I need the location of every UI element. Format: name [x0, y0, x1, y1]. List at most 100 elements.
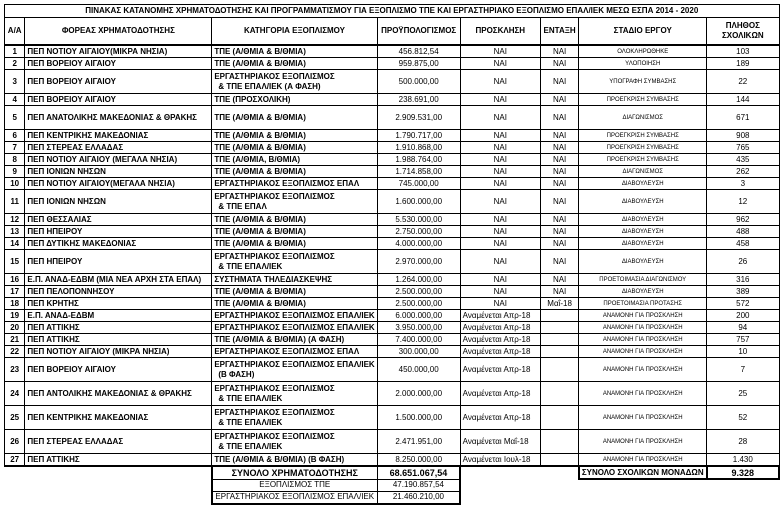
table-row: 12 ΠΕΠ ΘΕΣΣΑΛΙΑΣ ΤΠΕ (Α/ΘΜΙΑ & Β/ΘΜΙΑ) 5.53…	[3, 213, 780, 226]
row-budget: 300.000,00	[376, 345, 461, 358]
table-row: 18 ΠΕΠ ΚΡΗΤΗΣ ΤΠΕ (Α/ΘΜΙΑ & Β/ΘΜΙΑ) 2.500.0…	[3, 297, 780, 310]
row-stage: ΔΙΑΒΟΥΛΕΥΣΗ	[578, 213, 708, 226]
row-proclamation: Αναμένεται Απρ-18	[459, 405, 541, 430]
row-proclamation: ΝΑΙ	[459, 44, 541, 58]
row-schools: 458	[706, 237, 780, 250]
category-line: ΕΡΓΑΣΤΗΡΙΑΚΟΣ ΕΞΟΠΛΙΣΜΟΣ	[214, 383, 335, 393]
row-proclamation: Αναμένεται Απρ-18	[459, 381, 541, 406]
table-row: 9 ΠΕΠ ΙΟΝΙΩΝ ΝΗΣΩΝ ΤΠΕ (Α/ΘΜΙΑ & Β/ΘΜΙΑ) 1.…	[3, 165, 780, 178]
table-row: 4 ΠΕΠ ΒΟΡΕΙΟΥ ΑΙΓΑΙΟΥ ΤΠΕ (ΠΡΟΣΧΟΛΙΚΗ) 238.…	[3, 93, 780, 106]
row-foreas: ΠΕΠ ΒΟΡΕΙΟΥ ΑΙΓΑΙΟΥ	[24, 357, 213, 382]
row-foreas: Ε.Π. ΑΝΑΔ-ΕΔΒΜ (ΜΙΑ ΝΕΑ ΑΡΧΗ ΣΤΑ ΕΠΑΛ)	[24, 273, 213, 286]
table-row: 5 ΠΕΠ ΑΝΑΤΟΛΙΚΗΣ ΜΑΚΕΔΟΝΙΑΣ & ΘΡΑΚΗΣ ΤΠΕ (…	[3, 105, 780, 130]
row-category: ΕΡΓΑΣΤΗΡΙΑΚΟΣ ΕΞΟΠΛΙΣΜΟΣ ΕΠΑΛ	[211, 345, 378, 358]
total-schools-value: 9.328	[705, 465, 780, 480]
total-funding-row: ΣΥΝΟΛΟ ΧΡΗΜΑΤΟΔΟΤΗΣΗΣ 68.651.067,54 ΣΥΝΟ…	[5, 465, 780, 480]
row-entaxi	[539, 357, 580, 382]
row-foreas: ΠΕΠ ΒΟΡΕΙΟΥ ΑΙΓΑΙΟΥ	[24, 69, 213, 94]
row-budget: 2.970.000,00	[376, 249, 461, 274]
row-proclamation: ΝΑΙ	[459, 69, 541, 94]
row-stage: ΥΛΟΠΟΙΗΣΗ	[578, 57, 708, 70]
row-entaxi	[539, 321, 580, 334]
row-budget: 8.250.000,00	[376, 453, 461, 467]
row-proclamation: ΝΑΙ	[459, 93, 541, 106]
category-line: ΤΠΕ (Α/ΘΜΙΑ & Β/ΘΜΙΑ)	[214, 112, 306, 122]
row-proclamation: Αναμένεται Απρ-18	[459, 345, 541, 358]
table-row: 13 ΠΕΠ ΗΠΕΙΡΟΥ ΤΠΕ (Α/ΘΜΙΑ & Β/ΘΜΙΑ) 2.750.…	[3, 225, 780, 238]
row-budget: 4.000.000,00	[376, 237, 461, 250]
row-entaxi: ΝΑΙ	[539, 129, 580, 142]
row-budget: 1.910.868,00	[376, 141, 461, 154]
row-schools: 908	[706, 129, 780, 142]
category-line: ΤΠΕ (ΠΡΟΣΧΟΛΙΚΗ)	[214, 94, 291, 104]
row-stage: ΑΝΑΜΟΝΗ ΓΙΑ ΠΡΟΣΚΛΗΣΗ	[578, 405, 708, 430]
row-proclamation: ΝΑΙ	[459, 225, 541, 238]
table-row: 1 ΠΕΠ ΝΟΤΙΟΥ ΑΙΓΑΙΟΥ(ΜΙΚΡΑ ΝΗΣΙΑ) ΤΠΕ (Α/Θ…	[3, 44, 780, 58]
spacer	[5, 479, 212, 491]
total-tpe-value: 47.190.857,54	[376, 478, 462, 492]
table-row: 24 ΠΕΠ ΑΝΤΟΛΙΚΗΣ ΜΑΚΕΔΟΝΙΑΣ & ΘΡΑΚΗΣ ΕΡΓΑΣ…	[3, 381, 780, 406]
spacer	[460, 491, 779, 504]
header-entaxi: ΕΝΤΑΞΗ	[539, 17, 580, 46]
row-category: ΕΡΓΑΣΤΗΡΙΑΚΟΣ ΕΞΟΠΛΙΣΜΟΣ ΕΠΑΛ/ΙΕΚ	[211, 309, 378, 322]
total-schools-label: ΣΥΝΟΛΟ ΣΧΟΛΙΚΩΝ ΜΟΝΑΔΩΝ	[577, 465, 708, 480]
category-line: ΕΡΓΑΣΤΗΡΙΑΚΟΣ ΕΞΟΠΛΙΣΜΟΣ ΕΠΑΛ	[214, 178, 360, 188]
row-foreas: ΠΕΠ ΑΤΤΙΚΗΣ	[24, 453, 213, 467]
row-foreas: ΠΕΠ ΘΕΣΣΑΛΙΑΣ	[24, 213, 213, 226]
row-budget: 5.530.000,00	[376, 213, 461, 226]
row-category: ΕΡΓΑΣΤΗΡΙΑΚΟΣ ΕΞΟΠΛΙΣΜΟΣ & ΤΠΕ ΕΠΑΛ/ΙΕΚ	[211, 249, 378, 274]
table-row: 6 ΠΕΠ ΚΕΝΤΡΙΚΗΣ ΜΑΚΕΔΟΝΙΑΣ ΤΠΕ (Α/ΘΜΙΑ & Β…	[3, 129, 780, 142]
category-line: ΕΡΓΑΣΤΗΡΙΑΚΟΣ ΕΞΟΠΛΙΣΜΟΣ	[214, 71, 335, 81]
category-line: ΕΡΓΑΣΤΗΡΙΑΚΟΣ ΕΞΟΠΛΙΣΜΟΣ	[214, 251, 335, 261]
category-line: ΤΠΕ (Α/ΘΜΙΑ & Β/ΘΜΙΑ)	[214, 58, 306, 68]
table-row: 15 ΠΕΠ ΗΠΕΙΡΟΥ ΕΡΓΑΣΤΗΡΙΑΚΟΣ ΕΞΟΠΛΙΣΜΟΣ & Τ…	[3, 249, 780, 274]
row-proclamation: Αναμένεται Απρ-18	[459, 321, 541, 334]
table-row: 26 ΠΕΠ ΣΤΕΡΕΑΣ ΕΛΛΑΔΑΣ ΕΡΓΑΣΤΗΡΙΑΚΟΣ ΕΞΟΠΛ…	[3, 429, 780, 454]
row-foreas: ΠΕΠ ΝΟΤΙΟΥ ΑΙΓΑΙΟΥ(ΜΕΓΑΛΑ ΝΗΣΙΑ)	[24, 177, 213, 190]
category-line: & ΤΠΕ ΕΠΑΛ	[218, 201, 267, 211]
total-lab-row: ΕΡΓΑΣΤΗΡΙΑΚΟΣ ΕΞΟΠΛΙΣΜΟΣ ΕΠΑΛ/ΙΕΚ 21.460…	[5, 490, 780, 505]
row-proclamation: ΝΑΙ	[459, 285, 541, 298]
row-number: 27	[3, 453, 26, 467]
row-proclamation: ΝΑΙ	[459, 297, 541, 310]
row-stage: ΟΛΟΚΛΗΡΩΘΗΚΕ	[578, 44, 708, 58]
category-line: ΤΠΕ (Α/ΘΜΙΑ & Β/ΘΜΙΑ)	[214, 166, 306, 176]
row-schools: 28	[706, 429, 780, 454]
row-schools: 26	[706, 249, 780, 274]
table-row: 8 ΠΕΠ ΝΟΤΙΟΥ ΑΙΓΑΙΟΥ (ΜΕΓΑΛΑ ΝΗΣΙΑ) ΤΠΕ (Α…	[3, 153, 780, 166]
row-foreas: ΠΕΠ ΑΤΤΙΚΗΣ	[24, 333, 213, 346]
row-stage: ΔΙΑΓΩΝΙΣΜΟΣ	[578, 105, 708, 130]
row-foreas: ΠΕΠ ΗΠΕΙΡΟΥ	[24, 225, 213, 238]
row-schools: 765	[706, 141, 780, 154]
row-stage: ΔΙΑΒΟΥΛΕΥΣΗ	[578, 225, 708, 238]
row-category: ΕΡΓΑΣΤΗΡΙΑΚΟΣ ΕΞΟΠΛΙΣΜΟΣ & ΤΠΕ ΕΠΑΛ/ΙΕΚ	[211, 381, 378, 406]
total-lab-value: 21.460.210,00	[376, 490, 462, 505]
category-line: ΤΠΕ (Α/ΘΜΙΑ & Β/ΘΜΙΑ)	[214, 142, 306, 152]
row-entaxi: ΝΑΙ	[539, 285, 580, 298]
row-number: 15	[3, 249, 26, 274]
row-category: ΤΠΕ (Α/ΘΜΙΑ & Β/ΘΜΙΑ)	[211, 105, 378, 130]
table-row: 3 ΠΕΠ ΒΟΡΕΙΟΥ ΑΙΓΑΙΟΥ ΕΡΓΑΣΤΗΡΙΑΚΟΣ ΕΞΟΠΛΙ…	[3, 69, 780, 94]
row-stage: ΠΡΟΕΓΚΡΙΣΗ ΣΥΜΒΑΣΗΣ	[578, 153, 708, 166]
total-tpe-row: ΕΞΟΠΛΙΣΜΟΣ ΤΠΕ 47.190.857,54	[5, 478, 780, 492]
table-row: 14 ΠΕΠ ΔΥΤΙΚΗΣ ΜΑΚΕΔΟΝΙΑΣ ΤΠΕ (Α/ΘΜΙΑ & Β/…	[3, 237, 780, 250]
row-budget: 745.000,00	[376, 177, 461, 190]
row-proclamation: ΝΑΙ	[459, 189, 541, 214]
row-foreas: ΠΕΠ ΔΥΤΙΚΗΣ ΜΑΚΕΔΟΝΙΑΣ	[24, 237, 213, 250]
spacer	[5, 491, 212, 504]
row-budget: 1.790.717,00	[376, 129, 461, 142]
row-budget: 1.988.764,00	[376, 153, 461, 166]
table-row: 2 ΠΕΠ ΒΟΡΕΙΟΥ ΑΙΓΑΙΟΥ ΤΠΕ (Α/ΘΜΙΑ & Β/ΘΜΙΑ…	[3, 57, 780, 70]
row-number: 13	[3, 225, 26, 238]
row-number: 26	[3, 429, 26, 454]
row-entaxi	[539, 453, 580, 467]
row-number: 8	[3, 153, 26, 166]
row-stage: ΑΝΑΜΟΝΗ ΓΙΑ ΠΡΟΣΚΛΗΣΗ	[578, 357, 708, 382]
row-entaxi: ΝΑΙ	[539, 189, 580, 214]
row-budget: 2.471.951,00	[376, 429, 461, 454]
row-stage: ΠΡΟΕΓΚΡΙΣΗ ΣΥΜΒΑΣΗΣ	[578, 93, 708, 106]
row-schools: 103	[706, 44, 780, 58]
row-schools: 3	[706, 177, 780, 190]
category-line: ΕΡΓΑΣΤΗΡΙΑΚΟΣ ΕΞΟΠΛΙΣΜΟΣ ΕΠΑΛ/ΙΕΚ	[214, 310, 375, 320]
row-number: 9	[3, 165, 26, 178]
